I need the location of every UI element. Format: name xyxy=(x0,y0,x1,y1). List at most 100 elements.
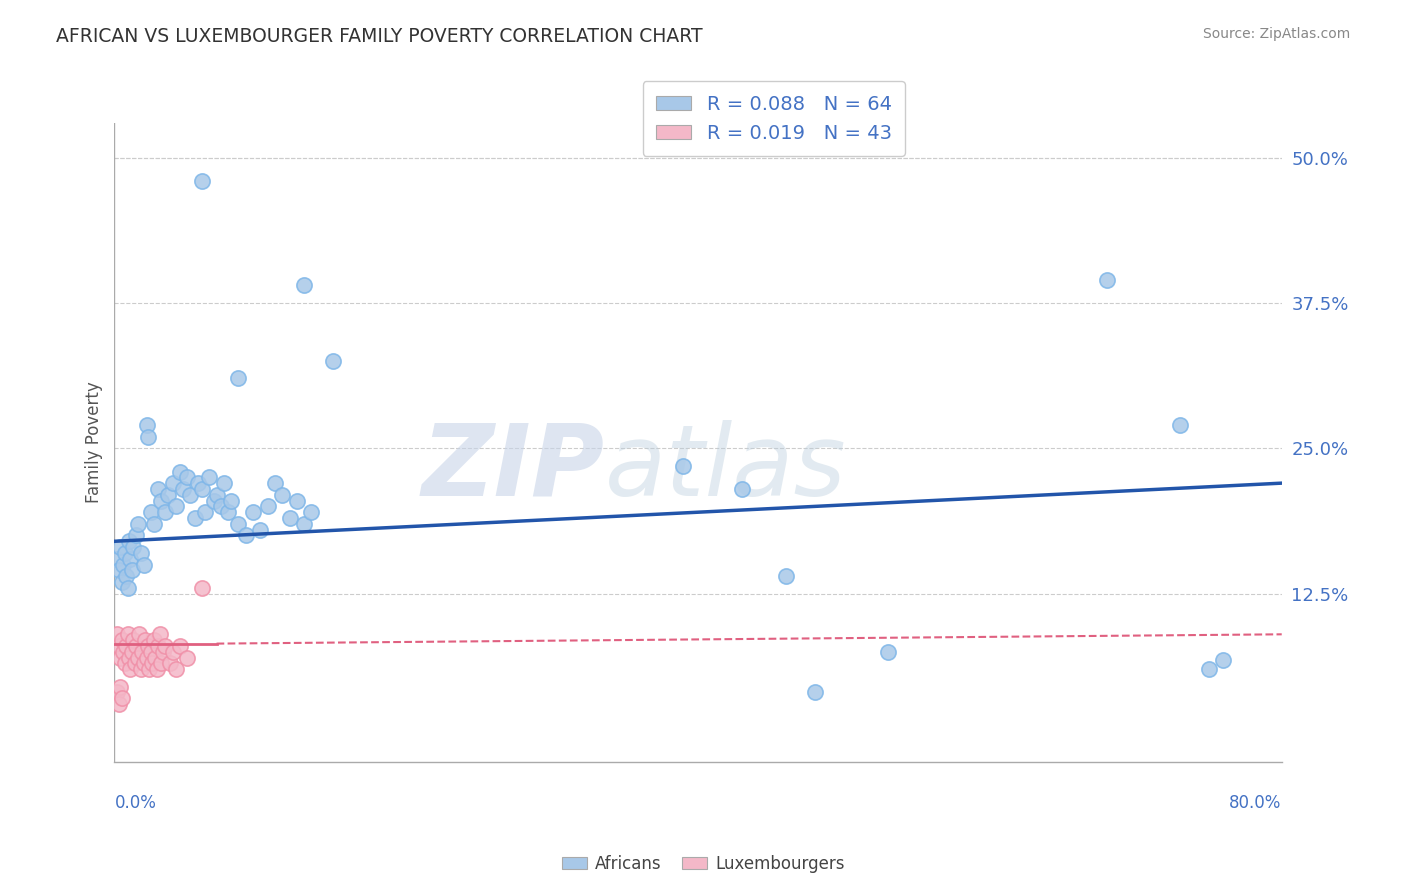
Point xyxy=(169,465,191,479)
Point xyxy=(129,662,152,676)
Point xyxy=(165,500,187,514)
Point xyxy=(191,581,214,595)
Point xyxy=(111,633,134,648)
Point xyxy=(124,657,146,671)
Point xyxy=(191,174,214,188)
Point xyxy=(112,558,135,572)
Point xyxy=(249,523,271,537)
Point xyxy=(179,488,201,502)
Point xyxy=(183,511,205,525)
Point xyxy=(176,470,198,484)
Point xyxy=(132,558,155,572)
Point xyxy=(115,639,138,653)
Point xyxy=(876,645,898,659)
Point xyxy=(121,563,143,577)
Point xyxy=(242,505,264,519)
Point xyxy=(155,639,177,653)
Point xyxy=(1212,653,1234,667)
Point xyxy=(132,657,155,671)
Point xyxy=(107,639,129,653)
Point xyxy=(111,691,134,706)
Point xyxy=(128,627,150,641)
Point xyxy=(1168,417,1191,432)
Point xyxy=(198,470,221,484)
Point xyxy=(228,516,250,531)
Point xyxy=(292,278,315,293)
Point xyxy=(143,650,166,665)
Point xyxy=(135,650,157,665)
Point xyxy=(110,650,132,665)
Point xyxy=(135,417,157,432)
Point xyxy=(136,429,159,443)
Point xyxy=(138,662,160,676)
Point xyxy=(292,516,315,531)
Point xyxy=(142,633,165,648)
Point xyxy=(172,482,194,496)
Point xyxy=(114,657,136,671)
Point xyxy=(1198,662,1220,676)
Point xyxy=(118,650,141,665)
Point xyxy=(187,476,209,491)
Text: 80.0%: 80.0% xyxy=(1229,794,1282,813)
Point xyxy=(672,458,695,473)
Point xyxy=(105,627,128,641)
Text: 0.0%: 0.0% xyxy=(114,794,156,813)
Point xyxy=(322,354,344,368)
Point xyxy=(278,511,301,525)
Point xyxy=(125,639,148,653)
Point xyxy=(217,505,239,519)
Point xyxy=(205,488,228,502)
Point xyxy=(775,569,797,583)
Point xyxy=(121,645,143,659)
Y-axis label: Family Poverty: Family Poverty xyxy=(86,382,103,503)
Point xyxy=(150,493,173,508)
Text: Source: ZipAtlas.com: Source: ZipAtlas.com xyxy=(1202,27,1350,41)
Point xyxy=(117,581,139,595)
Point xyxy=(136,639,159,653)
Text: ZIP: ZIP xyxy=(422,419,605,516)
Point xyxy=(107,563,129,577)
Point xyxy=(285,493,308,508)
Point xyxy=(235,528,257,542)
Point xyxy=(120,551,142,566)
Point xyxy=(162,476,184,491)
Point xyxy=(114,546,136,560)
Point xyxy=(271,488,294,502)
Point xyxy=(139,645,162,659)
Point xyxy=(148,639,170,653)
Point xyxy=(118,534,141,549)
Point xyxy=(152,645,174,659)
Point xyxy=(176,650,198,665)
Point xyxy=(148,482,170,496)
Point xyxy=(264,476,287,491)
Point xyxy=(122,633,145,648)
Point xyxy=(162,645,184,659)
Point xyxy=(131,645,153,659)
Point xyxy=(141,657,163,671)
Point xyxy=(731,482,754,496)
Point xyxy=(191,482,214,496)
Point xyxy=(139,505,162,519)
Point xyxy=(127,650,149,665)
Point xyxy=(105,551,128,566)
Point xyxy=(165,662,187,676)
Point xyxy=(202,493,225,508)
Point xyxy=(129,546,152,560)
Point xyxy=(159,657,181,671)
Point xyxy=(115,569,138,583)
Point xyxy=(219,493,242,508)
Point xyxy=(107,697,129,711)
Point xyxy=(105,685,128,699)
Point xyxy=(120,662,142,676)
Point xyxy=(142,516,165,531)
Point xyxy=(256,500,278,514)
Text: AFRICAN VS LUXEMBOURGER FAMILY POVERTY CORRELATION CHART: AFRICAN VS LUXEMBOURGER FAMILY POVERTY C… xyxy=(56,27,703,45)
Point xyxy=(145,662,167,676)
Point xyxy=(299,505,322,519)
Point xyxy=(1095,273,1118,287)
Point xyxy=(804,685,827,699)
Point xyxy=(157,488,180,502)
Point xyxy=(110,680,132,694)
Point xyxy=(169,639,191,653)
Point xyxy=(212,476,235,491)
